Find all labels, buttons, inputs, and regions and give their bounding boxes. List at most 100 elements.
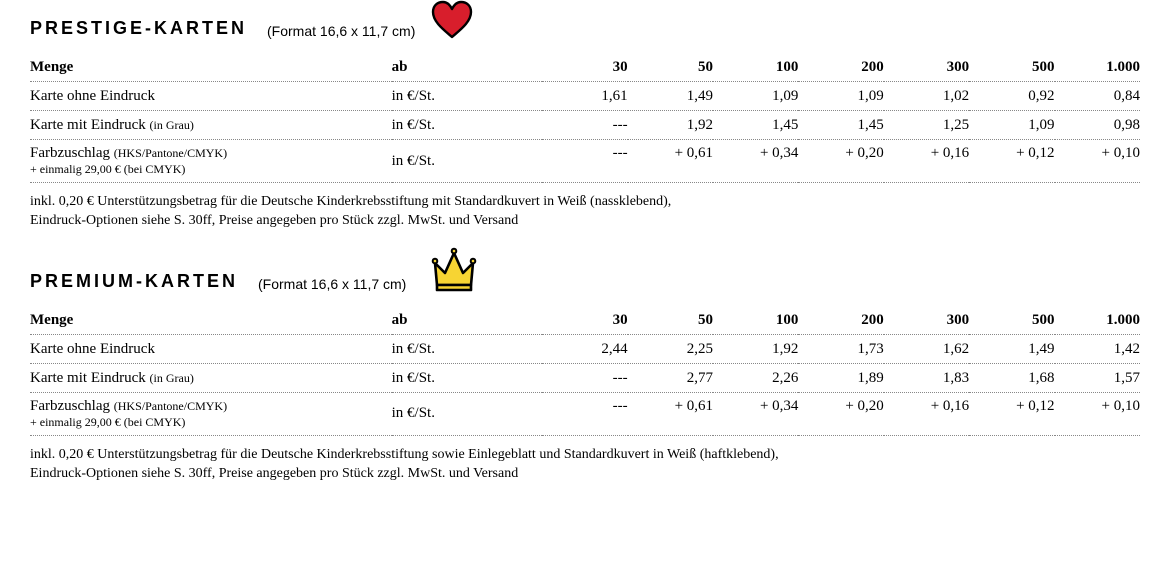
- price-cell: + 0,34: [713, 392, 798, 435]
- prestige-title: PRESTIGE-KARTEN: [30, 18, 247, 39]
- price-cell: 1,45: [713, 111, 798, 140]
- row-label-main: Karte ohne Eindruck: [30, 88, 155, 104]
- table-header-row: Mengeab30501002003005001.000: [30, 53, 1140, 82]
- price-cell: ---: [542, 363, 627, 392]
- row-label-main: Karte mit Eindruck: [30, 370, 150, 386]
- header-qty: 200: [798, 306, 883, 335]
- row-label-sub: (in Grau): [150, 371, 194, 385]
- row-label: Karte ohne Eindruck: [30, 334, 392, 363]
- table-row: Karte ohne Eindruckin €/St.2,442,251,921…: [30, 334, 1140, 363]
- price-cell: 1,09: [713, 82, 798, 111]
- price-cell: 1,49: [628, 82, 713, 111]
- price-cell: 1,89: [798, 363, 883, 392]
- row-unit: in €/St.: [392, 82, 543, 111]
- table-row: Karte ohne Eindruckin €/St.1,611,491,091…: [30, 82, 1140, 111]
- price-cell: 0,98: [1055, 111, 1140, 140]
- premium-format: (Format 16,6 x 11,7 cm): [258, 276, 406, 292]
- price-cell: ---: [542, 111, 627, 140]
- row-label: Karte mit Eindruck (in Grau): [30, 111, 392, 140]
- header-qty: 50: [628, 306, 713, 335]
- row-label-sub2: + einmalig 29,00 € (bei CMYK): [30, 162, 392, 177]
- prestige-section: PRESTIGE-KARTEN (Format 16,6 x 11,7 cm) Me…: [30, 18, 1140, 231]
- prestige-format: (Format 16,6 x 11,7 cm): [267, 23, 415, 39]
- prestige-price-table: Mengeab30501002003005001.000 Karte ohne E…: [30, 53, 1140, 183]
- header-ab: ab: [392, 306, 543, 335]
- price-cell: + 0,61: [628, 392, 713, 435]
- price-cell: 1,83: [884, 363, 969, 392]
- price-cell: 2,44: [542, 334, 627, 363]
- price-cell: + 0,61: [628, 140, 713, 183]
- price-cell: 0,92: [969, 82, 1054, 111]
- price-cell: 1,73: [798, 334, 883, 363]
- price-cell: ---: [542, 392, 627, 435]
- header-menge: Menge: [30, 53, 392, 82]
- header-qty: 30: [542, 53, 627, 82]
- header-qty: 1.000: [1055, 53, 1140, 82]
- header-ab: ab: [392, 53, 543, 82]
- row-label: Farbzuschlag (HKS/Pantone/CMYK) + einmali…: [30, 140, 392, 183]
- header-qty: 1.000: [1055, 306, 1140, 335]
- price-cell: + 0,12: [969, 392, 1054, 435]
- header-qty: 100: [713, 53, 798, 82]
- header-qty: 300: [884, 306, 969, 335]
- row-label: Farbzuschlag (HKS/Pantone/CMYK) + einmali…: [30, 392, 392, 435]
- header-qty: 50: [628, 53, 713, 82]
- row-label-main: Karte mit Eindruck: [30, 117, 150, 133]
- price-cell: 1,09: [969, 111, 1054, 140]
- row-label-sub2: + einmalig 29,00 € (bei CMYK): [30, 415, 392, 430]
- prestige-footnote: inkl. 0,20 € Unterstützungsbetrag für di…: [30, 193, 1140, 231]
- header-menge: Menge: [30, 306, 392, 335]
- table-row: Karte mit Eindruck (in Grau)in €/St.---2…: [30, 363, 1140, 392]
- row-label-sub: (HKS/Pantone/CMYK): [114, 399, 227, 413]
- header-qty: 30: [542, 306, 627, 335]
- crown-icon: [430, 247, 478, 298]
- price-cell: 1,42: [1055, 334, 1140, 363]
- price-cell: 1,25: [884, 111, 969, 140]
- price-cell: 1,61: [542, 82, 627, 111]
- price-cell: 1,49: [969, 334, 1054, 363]
- price-cell: + 0,10: [1055, 392, 1140, 435]
- row-label: Karte ohne Eindruck: [30, 82, 392, 111]
- price-cell: 1,92: [628, 111, 713, 140]
- premium-section: PREMIUM-KARTEN (Format 16,6 x 11,7 cm) Men…: [30, 271, 1140, 484]
- price-cell: 1,62: [884, 334, 969, 363]
- price-cell: + 0,16: [884, 392, 969, 435]
- price-cell: 1,09: [798, 82, 883, 111]
- table-header-row: Mengeab30501002003005001.000: [30, 306, 1140, 335]
- premium-price-table: Mengeab30501002003005001.000Karte ohne E…: [30, 306, 1140, 436]
- premium-footnote: inkl. 0,20 € Unterstützungsbetrag für di…: [30, 446, 1140, 484]
- header-qty: 500: [969, 306, 1054, 335]
- premium-title: PREMIUM-KARTEN: [30, 271, 238, 292]
- price-cell: 2,77: [628, 363, 713, 392]
- price-cell: 1,57: [1055, 363, 1140, 392]
- premium-header: PREMIUM-KARTEN (Format 16,6 x 11,7 cm): [30, 271, 1140, 292]
- row-unit: in €/St.: [392, 392, 543, 435]
- price-cell: ---: [542, 140, 627, 183]
- row-label-main: Farbzuschlag: [30, 145, 114, 161]
- row-label-main: Farbzuschlag: [30, 398, 114, 414]
- price-cell: 1,68: [969, 363, 1054, 392]
- price-cell: 0,84: [1055, 82, 1140, 111]
- table-row: Farbzuschlag (HKS/Pantone/CMYK) + einmali…: [30, 140, 1140, 183]
- prestige-header: PRESTIGE-KARTEN (Format 16,6 x 11,7 cm): [30, 18, 1140, 39]
- header-qty: 500: [969, 53, 1054, 82]
- price-cell: + 0,16: [884, 140, 969, 183]
- row-label: Karte mit Eindruck (in Grau): [30, 363, 392, 392]
- header-qty: 300: [884, 53, 969, 82]
- price-cell: 1,92: [713, 334, 798, 363]
- row-unit: in €/St.: [392, 140, 543, 183]
- header-qty: 200: [798, 53, 883, 82]
- price-cell: + 0,20: [798, 392, 883, 435]
- row-label-sub: (HKS/Pantone/CMYK): [114, 146, 227, 160]
- price-cell: + 0,34: [713, 140, 798, 183]
- price-cell: + 0,20: [798, 140, 883, 183]
- price-cell: + 0,12: [969, 140, 1054, 183]
- row-label-main: Karte ohne Eindruck: [30, 341, 155, 357]
- price-cell: 1,45: [798, 111, 883, 140]
- row-unit: in €/St.: [392, 111, 543, 140]
- table-row: Karte mit Eindruck (in Grau)in €/St.---1…: [30, 111, 1140, 140]
- price-cell: + 0,10: [1055, 140, 1140, 183]
- price-cell: 2,25: [628, 334, 713, 363]
- header-qty: 100: [713, 306, 798, 335]
- price-cell: 2,26: [713, 363, 798, 392]
